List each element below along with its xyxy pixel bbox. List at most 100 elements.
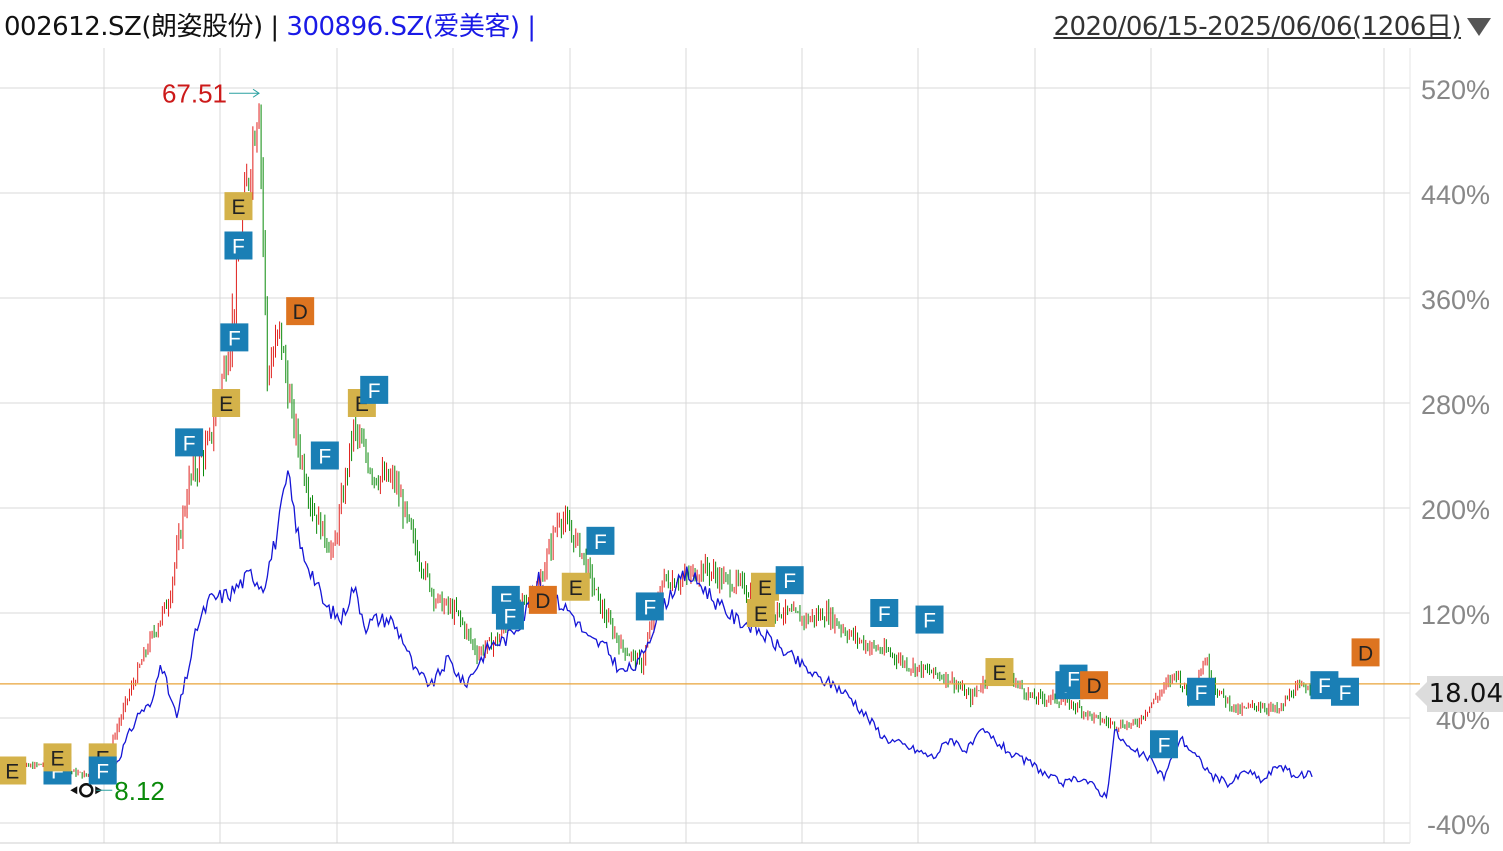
event-marker-E: E — [212, 389, 241, 417]
crosshair-icon — [70, 782, 103, 798]
event-marker-letter: F — [96, 761, 109, 784]
event-marker-letter: E — [50, 747, 64, 770]
event-marker-D: D — [1351, 638, 1380, 667]
event-marker-box — [1149, 730, 1178, 759]
title-separator-end: | — [519, 12, 536, 42]
event-marker-box — [750, 572, 779, 601]
event-marker-letter: F — [183, 432, 196, 455]
event-marker-letter: F — [504, 606, 517, 629]
y-tick-label: 360% — [1421, 285, 1490, 315]
event-marker-E: E — [224, 192, 253, 221]
y-tick-label: 120% — [1421, 600, 1490, 630]
event-marker-letter: E — [231, 196, 245, 219]
y-tick-label: 440% — [1421, 180, 1490, 210]
event-marker-box — [286, 297, 315, 326]
date-range-selector[interactable]: 2020/06/15-2025/06/06(1206日) — [1053, 12, 1461, 42]
compare-stock-title[interactable]: 300896.SZ(爱美客) — [286, 12, 520, 42]
annotations: 67.51 8.12 — [0, 78, 1420, 806]
chart-header: 002612.SZ(朗姿股份) | 300896.SZ(爱美客) | 2020/… — [0, 0, 1503, 48]
event-marker-letter: E — [754, 603, 768, 626]
stock-titles: 002612.SZ(朗姿股份) | 300896.SZ(爱美客) | — [4, 8, 536, 46]
event-marker-box — [915, 605, 944, 634]
event-marker-box — [870, 599, 899, 627]
event-marker-box — [1187, 677, 1216, 706]
event-marker-box — [43, 743, 72, 772]
event-marker-E: E — [561, 572, 590, 601]
event-marker-box — [635, 592, 664, 621]
event-marker-letter: F — [1067, 669, 1080, 692]
max-price-label: 67.51 — [162, 78, 227, 108]
event-marker-letter: D — [1086, 675, 1101, 698]
event-marker-E: E — [746, 599, 775, 627]
event-marker-letter: E — [992, 662, 1006, 685]
event-marker-box — [360, 375, 389, 404]
title-separator: | — [262, 12, 287, 42]
event-marker-D: D — [286, 297, 315, 326]
event-marker-D: D — [1080, 671, 1109, 700]
event-marker-letter: F — [783, 570, 796, 593]
event-marker-box — [775, 566, 804, 595]
event-marker-box — [528, 585, 557, 614]
event-marker-letter: E — [758, 577, 772, 600]
price-chart[interactable]: 520%440%360%280%200%120%40%-40% 67.518.1… — [0, 48, 1503, 851]
event-marker-box — [586, 526, 615, 555]
event-marker-F: F — [175, 428, 204, 457]
event-marker-F: F — [310, 441, 339, 470]
event-marker-box — [0, 756, 27, 785]
event-marker-E: E — [43, 743, 72, 772]
event-marker-letter: F — [368, 380, 381, 403]
event-marker-letter: E — [5, 761, 19, 784]
event-marker-box — [212, 389, 241, 417]
event-marker-F: F — [870, 599, 899, 627]
event-marker-letter: F — [232, 236, 245, 259]
grid-layer — [0, 48, 1411, 844]
event-marker-letter: D — [1358, 642, 1373, 665]
event-marker-box — [220, 323, 249, 352]
compare-series-line — [110, 470, 1313, 800]
event-marker-letter: F — [1339, 682, 1352, 705]
event-marker-box — [224, 192, 253, 221]
event-marker-F: F — [495, 601, 524, 630]
event-marker-letter: F — [594, 531, 607, 554]
event-marker-box — [1330, 677, 1359, 706]
event-marker-letter: F — [1158, 734, 1171, 757]
event-marker-D: D — [528, 585, 557, 614]
event-marker-box — [561, 572, 590, 601]
y-tick-label: 280% — [1421, 390, 1490, 420]
event-marker-box — [175, 428, 204, 457]
event-marker-letter: D — [535, 590, 550, 613]
event-marker-F: F — [360, 375, 389, 404]
y-tick-label: 200% — [1421, 495, 1490, 525]
event-marker-letter: F — [1318, 675, 1331, 698]
event-marker-E: E — [750, 572, 779, 601]
event-marker-box — [1080, 671, 1109, 700]
y-axis-labels: 520%440%360%280%200%120%40%-40% — [1421, 75, 1490, 840]
event-marker-letter: F — [878, 603, 891, 626]
event-marker-letter: E — [219, 393, 233, 416]
event-marker-F: F — [88, 756, 117, 785]
dropdown-arrow-icon[interactable] — [1467, 18, 1491, 36]
event-marker-F: F — [1149, 730, 1178, 759]
event-marker-box — [1351, 638, 1380, 667]
current-price-tag: 18.04 — [1415, 676, 1503, 712]
y-tick-label: 520% — [1421, 75, 1490, 105]
crosshair-ring — [79, 782, 94, 798]
event-marker-F: F — [775, 566, 804, 595]
event-marker-F: F — [635, 592, 664, 621]
event-marker-box — [746, 599, 775, 627]
event-marker-box — [985, 658, 1014, 687]
event-marker-box — [224, 231, 253, 260]
event-marker-letter: E — [569, 577, 583, 600]
event-marker-letter: F — [228, 327, 241, 350]
event-marker-F: F — [1330, 677, 1359, 706]
event-marker-E: E — [985, 658, 1014, 687]
event-marker-F: F — [1187, 677, 1216, 706]
event-marker-letter: F — [1195, 682, 1208, 705]
event-marker-letter: F — [318, 446, 331, 469]
max-arrowhead — [252, 88, 260, 98]
primary-stock-title[interactable]: 002612.SZ(朗姿股份) — [4, 12, 263, 42]
event-marker-F: F — [915, 605, 944, 634]
event-marker-F: F — [224, 231, 253, 260]
event-marker-letter: D — [293, 301, 308, 324]
min-price-label: 8.12 — [114, 776, 165, 806]
